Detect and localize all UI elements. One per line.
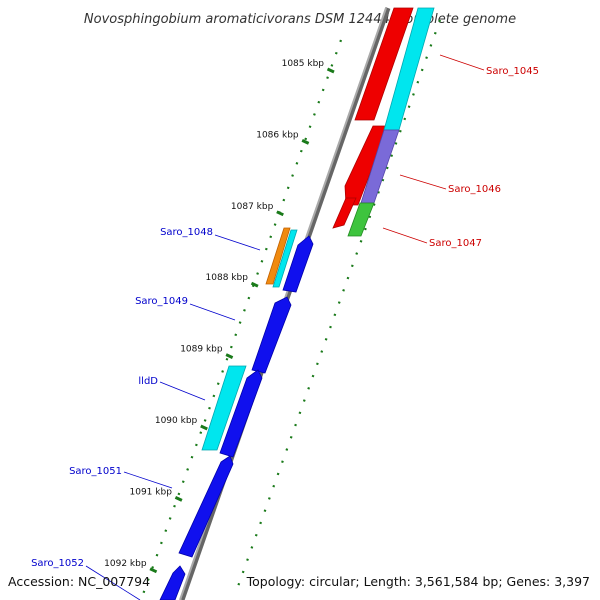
saro-1051-leader (123, 471, 173, 489)
forward-gene-labels: Saro_1048 Saro_1049 lldD Saro_1051 Saro_… (31, 227, 261, 600)
saro-1048-orange-feature (265, 227, 291, 285)
saro-1048-label[interactable]: Saro_1048 (160, 227, 213, 238)
scale-tick-mark (250, 281, 259, 288)
saro-1049-label[interactable]: Saro_1049 (135, 296, 188, 307)
scale-tick-label: 1092 kbp (104, 559, 147, 569)
gene-lldD-arrow[interactable] (219, 369, 263, 458)
saro-1047-green-feature (347, 202, 375, 237)
scale-tick-label: 1091 kbp (130, 487, 173, 497)
scale-tick-mark (326, 67, 335, 74)
gene-saro-1045-arrow[interactable] (354, 7, 414, 121)
saro-1049-leader (189, 303, 236, 321)
scale-tick-mark (200, 424, 208, 431)
lldD-label[interactable]: lldD (138, 376, 158, 387)
scale-tick-label: 1087 kbp (231, 202, 274, 212)
scale-tick-mark (149, 567, 158, 574)
inner-dotted-guide (139, 39, 343, 600)
scale-tick-label: 1085 kbp (282, 59, 325, 69)
outer-dotted-guide (234, 19, 442, 593)
saro-1045-label[interactable]: Saro_1045 (486, 66, 539, 77)
lldD-cyan-feature (201, 365, 247, 451)
saro-1046-leader (399, 174, 447, 190)
saro-1052-leader (85, 565, 141, 600)
saro-1052-label[interactable]: Saro_1052 (31, 558, 84, 569)
accession-text: Accession: NC_007794 (8, 574, 150, 589)
gene-saro-1052-arrow[interactable] (159, 565, 186, 600)
saro-1045-leader (439, 54, 485, 71)
gene-saro-1049-arrow[interactable] (251, 296, 292, 374)
saro-1046-label[interactable]: Saro_1046 (448, 184, 501, 195)
scale-tick-label: 1088 kbp (206, 273, 249, 283)
reverse-strand-track (332, 7, 435, 237)
gene-saro-1048-arrow[interactable] (282, 235, 314, 293)
saro-1048-leader (214, 234, 261, 251)
genome-summary-text: Topology: circular; Length: 3,561,584 bp… (246, 574, 590, 589)
scale-tick-label: 1086 kbp (256, 130, 299, 140)
scale-tick-mark (276, 210, 284, 217)
saro-1051-label[interactable]: Saro_1051 (69, 466, 122, 477)
scale-tick-mark (301, 139, 310, 145)
forward-strand-track (159, 227, 314, 600)
scale-tick-label: 1089 kbp (180, 345, 223, 355)
gene-saro-1047-arrow[interactable] (332, 197, 357, 229)
saro-1048-cyan-feature (272, 229, 298, 288)
map-title: Novosphingobium aromaticivorans DSM 1244… (84, 12, 516, 27)
saro-1047-label[interactable]: Saro_1047 (429, 238, 482, 249)
lldD-leader (159, 381, 206, 401)
saro-1047-leader (382, 227, 428, 244)
scale-tick-mark (225, 353, 234, 359)
scale-tick-mark (174, 496, 183, 502)
scale-tick-label: 1090 kbp (155, 416, 198, 426)
gene-saro-1051-arrow[interactable] (178, 455, 234, 558)
tick-layer: 1085 kbp 1086 kbp 1087 kbp 1088 kbp 1089 kbp… (104, 59, 335, 574)
reverse-gene-labels: Saro_1045 Saro_1046 Saro_1047 (382, 54, 539, 249)
